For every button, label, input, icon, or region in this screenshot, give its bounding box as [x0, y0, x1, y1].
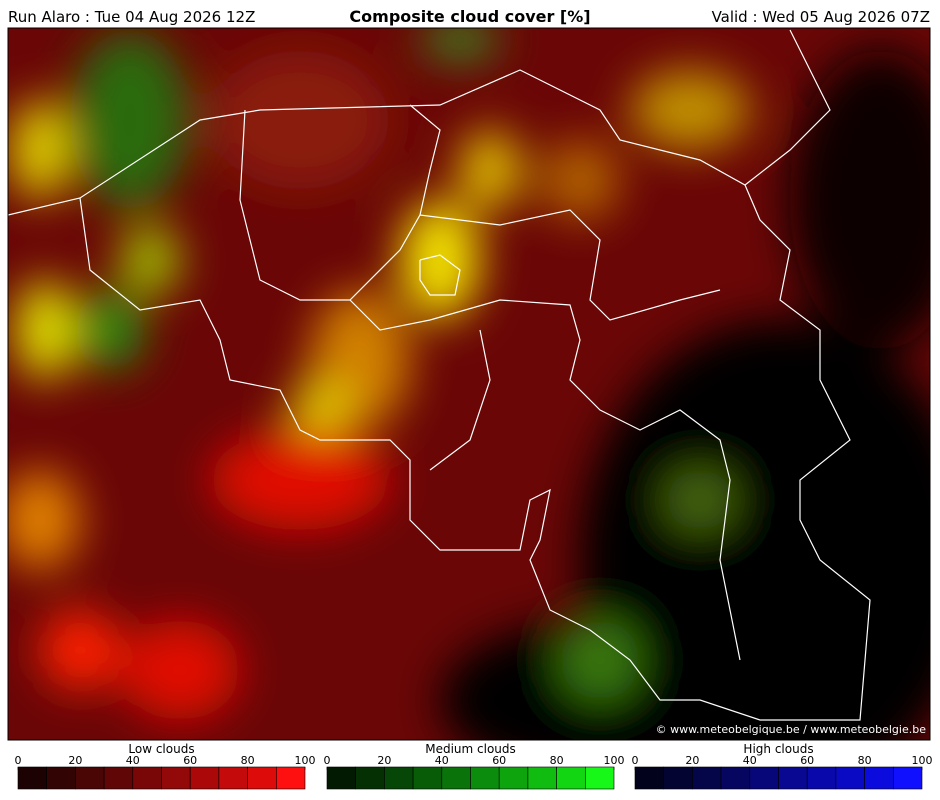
- legend-swatch: [326, 766, 357, 790]
- legend-swatch: [46, 766, 76, 790]
- legend-tick-label: 20: [685, 754, 699, 767]
- legend-swatch: [218, 766, 248, 790]
- legend-tick-label: 80: [241, 754, 255, 767]
- legend-swatch: [275, 766, 306, 790]
- legend-tick-label: 80: [858, 754, 872, 767]
- legend-swatch: [584, 766, 615, 790]
- legend-swatch: [384, 766, 414, 790]
- legend-tick-label: 20: [68, 754, 82, 767]
- legend-tick-label: 40: [126, 754, 140, 767]
- legend-swatch: [75, 766, 105, 790]
- legend-tick-label: 80: [550, 754, 564, 767]
- legend-tick-label: 0: [324, 754, 331, 767]
- legend-swatch: [749, 766, 779, 790]
- legend-swatch: [835, 766, 865, 790]
- legend-title: High clouds: [743, 742, 813, 756]
- legend-swatch: [161, 766, 191, 790]
- legend-swatch: [247, 766, 277, 790]
- legend-swatch: [720, 766, 751, 790]
- legend-tick-label: 60: [800, 754, 814, 767]
- map-title: Composite cloud cover [%]: [349, 7, 590, 26]
- legend-swatch: [634, 766, 665, 790]
- legend-title: Medium clouds: [425, 742, 516, 756]
- credit: © www.meteobelgique.be / www.meteobelgie…: [656, 723, 927, 736]
- legend-swatch: [412, 766, 443, 790]
- legend-swatch: [556, 766, 586, 790]
- legend-swatch: [892, 766, 923, 790]
- legend-swatch: [17, 766, 48, 790]
- legend-swatch: [778, 766, 808, 790]
- legend-tick-label: 40: [435, 754, 449, 767]
- legend-tick-label: 60: [183, 754, 197, 767]
- legend-swatch: [103, 766, 134, 790]
- legend-swatch: [692, 766, 722, 790]
- legend-tick-label: 100: [912, 754, 933, 767]
- legend-swatch: [663, 766, 693, 790]
- legend-swatch: [527, 766, 557, 790]
- legend-tick-label: 60: [492, 754, 506, 767]
- map: © www.meteobelgique.be / www.meteobelgie…: [8, 28, 930, 740]
- legend-swatch: [864, 766, 894, 790]
- legend-title: Low clouds: [128, 742, 194, 756]
- legend-tick-label: 100: [295, 754, 316, 767]
- legend-swatch: [441, 766, 471, 790]
- borders: [8, 29, 871, 721]
- legend-swatch: [806, 766, 837, 790]
- legend-tick-label: 20: [377, 754, 391, 767]
- run-label: Run Alaro : Tue 04 Aug 2026 12Z: [8, 8, 255, 26]
- legend-swatch: [470, 766, 500, 790]
- legend-swatch: [132, 766, 162, 790]
- legend-swatch: [355, 766, 385, 790]
- legend-tick-label: 100: [604, 754, 625, 767]
- legend-swatch: [189, 766, 220, 790]
- legend-tick-label: 0: [632, 754, 639, 767]
- map-frame: [7, 27, 931, 741]
- legend-tick-label: 0: [15, 754, 22, 767]
- valid-label: Valid : Wed 05 Aug 2026 07Z: [712, 8, 930, 26]
- legend-tick-label: 40: [743, 754, 757, 767]
- legend-swatch: [498, 766, 529, 790]
